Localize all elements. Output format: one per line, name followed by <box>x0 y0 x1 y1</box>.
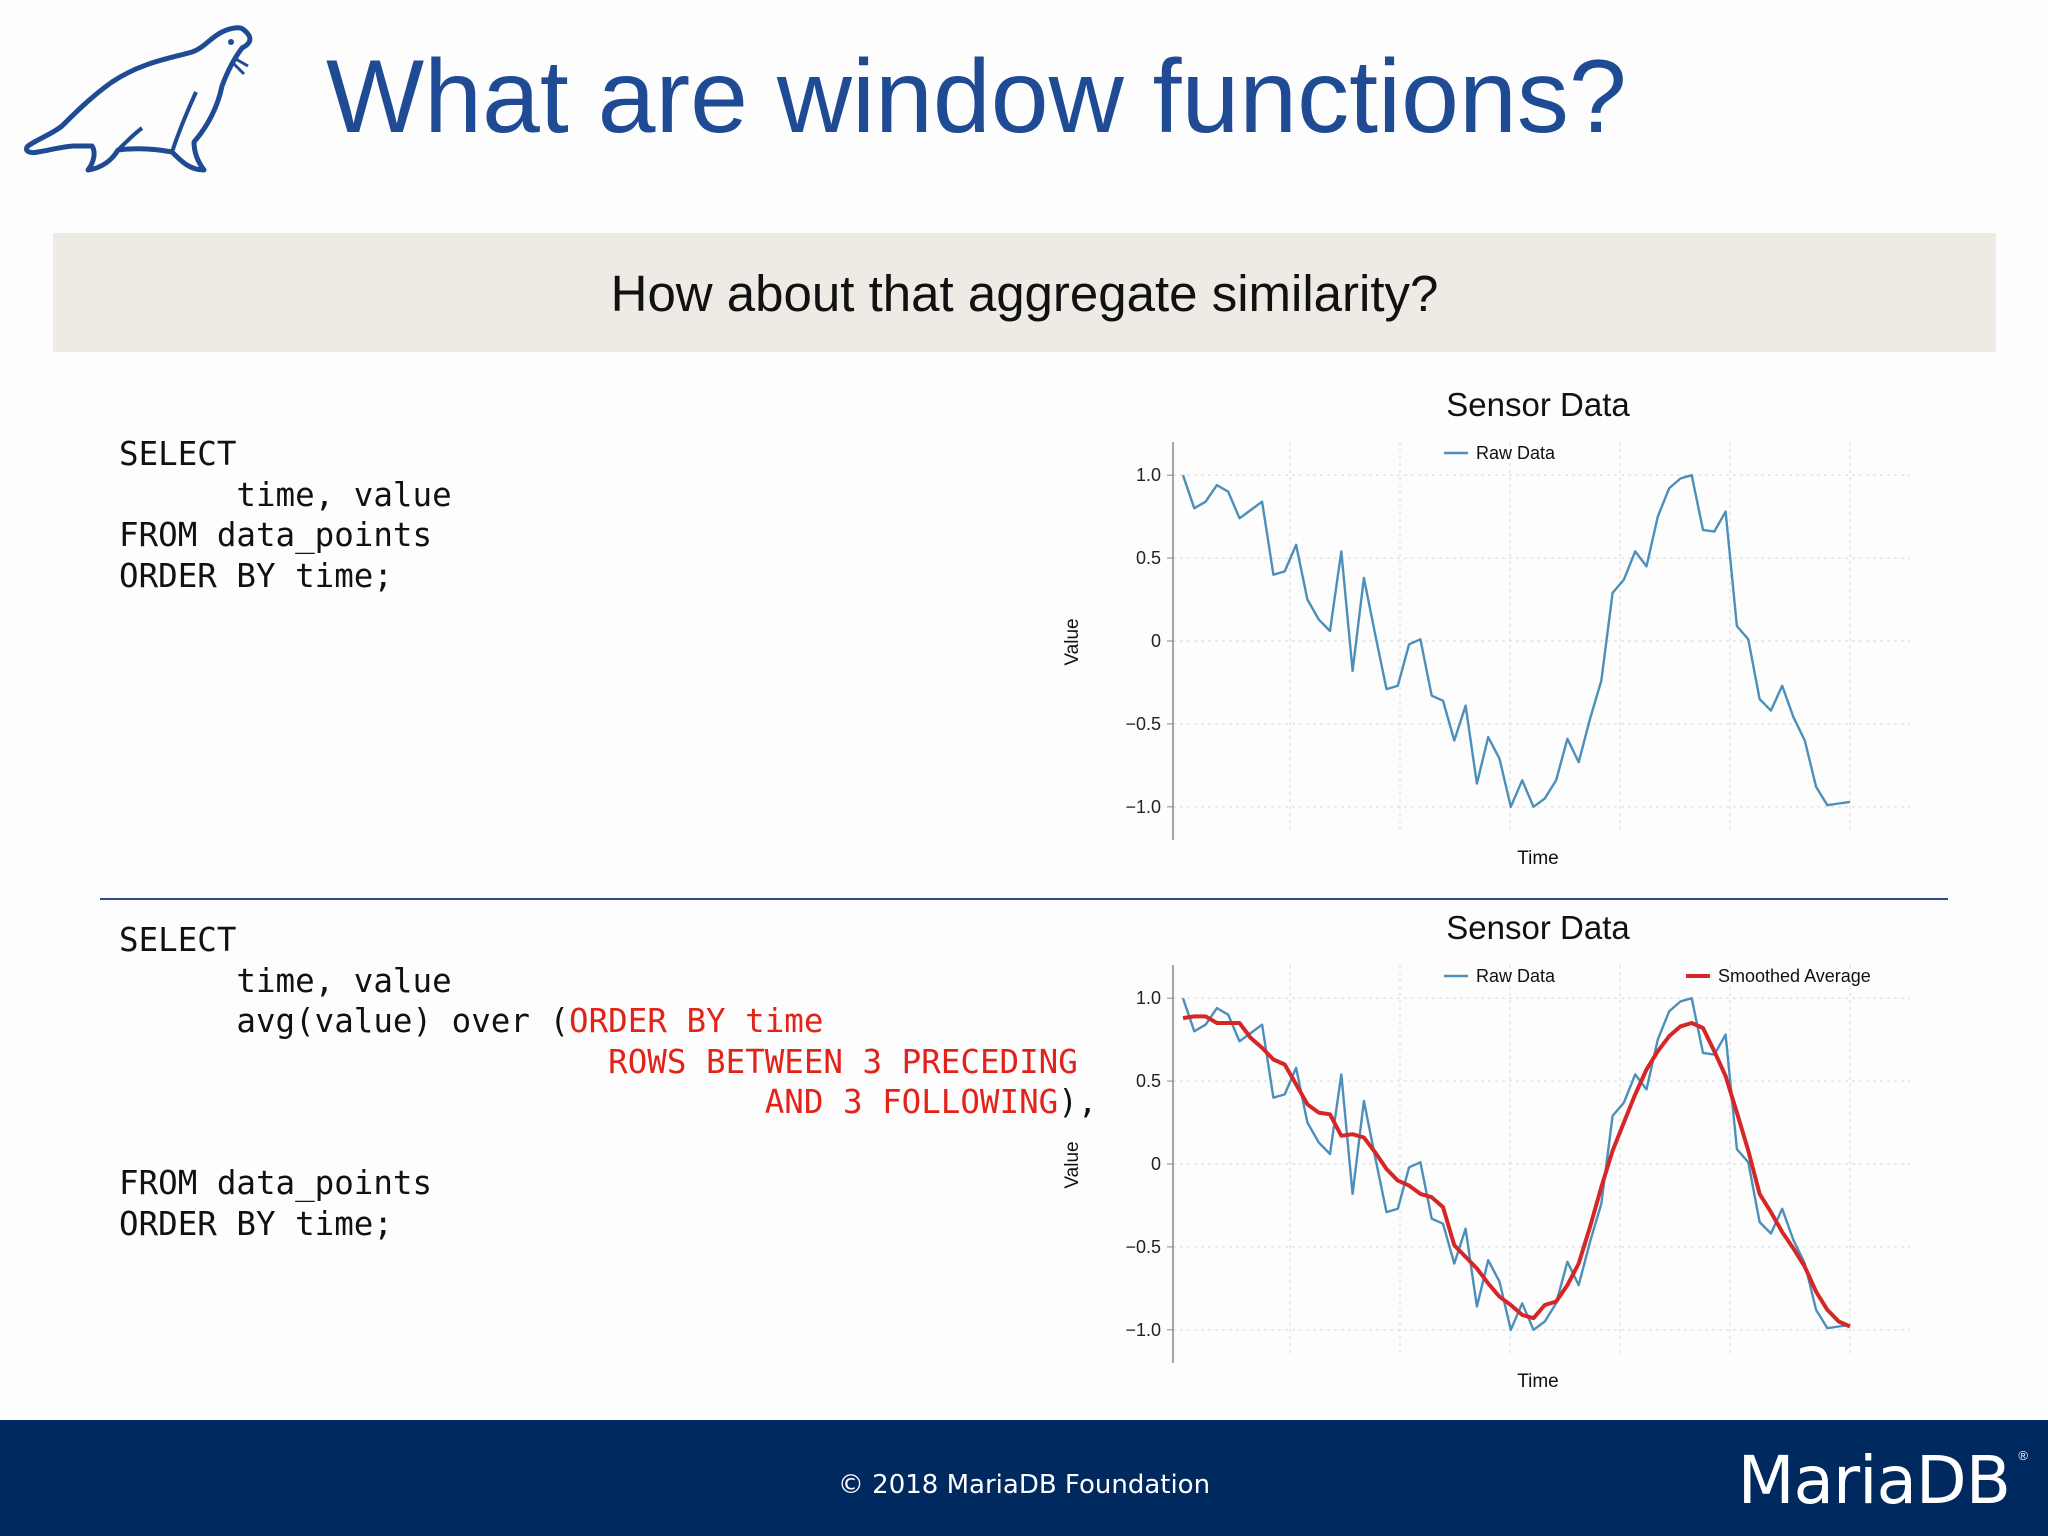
mariadb-brand-logo: MariaDB <box>1737 1442 2011 1519</box>
y-tick-label: 0 <box>1151 1154 1161 1174</box>
code-line: ORDER BY time; <box>119 556 393 595</box>
y-axis-label: Value <box>1062 618 1083 665</box>
code-keyword: ORDER BY time <box>569 1002 824 1040</box>
sensor-chart-smoothed: 1.0 0.5 0 −0.5 −1.0 Sensor Data Time Value Raw D… <box>1062 913 1910 1392</box>
registered-mark: ® <box>2018 1448 2028 1463</box>
page-title: What are window functions? <box>326 39 1627 155</box>
y-tick-label: 1.0 <box>1136 988 1161 1008</box>
code-line: time, value <box>119 961 452 1000</box>
code-line: time, value <box>119 475 452 514</box>
y-tick-label: −0.5 <box>1125 714 1161 734</box>
code-line: ), <box>1058 1083 1098 1121</box>
section-divider <box>100 898 1948 900</box>
y-tick-label: 1.0 <box>1136 465 1161 485</box>
y-tick-label: 0.5 <box>1136 548 1161 568</box>
code-line: ORDER BY time; <box>119 1204 393 1243</box>
footer-bar: © 2018 MariaDB Foundation MariaDB ® <box>0 1420 2048 1536</box>
code-line: SELECT <box>119 921 237 959</box>
y-tick-label: 0 <box>1151 631 1161 651</box>
legend-label: Smoothed Average <box>1718 966 1871 986</box>
subtitle-banner: How about that aggregate similarity? <box>53 233 1996 352</box>
y-tick-label: −1.0 <box>1125 1320 1161 1340</box>
smoothed-average-line <box>1182 1014 1851 1329</box>
code-line: SELECT <box>119 435 237 473</box>
code-line: avg(value) over ( <box>119 1002 570 1040</box>
y-axis-label: Value <box>1062 1141 1083 1188</box>
banner-text: How about that aggregate similarity? <box>610 265 1439 322</box>
y-tick-label: 0.5 <box>1136 1071 1161 1091</box>
sea-lion-logo-icon <box>22 22 262 182</box>
code-line: FROM data_points <box>119 516 433 554</box>
raw-data-line <box>1181 996 1851 1331</box>
chart-title: Sensor Data <box>1446 913 1630 946</box>
y-tick-label: −1.0 <box>1125 797 1161 817</box>
legend-label: Raw Data <box>1476 443 1556 463</box>
code-line: FROM data_points <box>119 1164 433 1202</box>
sensor-chart-raw: 1.0 0.5 0 −0.5 −1.0 Sensor Data Time Value Raw D… <box>1062 390 1910 869</box>
copyright-text: © 2018 MariaDB Foundation <box>837 1470 1211 1500</box>
code-keyword: AND 3 FOLLOWING <box>764 1083 1059 1121</box>
query-basic: SELECT time, value FROM data_points ORDE… <box>119 434 452 596</box>
legend-label: Raw Data <box>1476 966 1556 986</box>
chart-title: Sensor Data <box>1446 390 1630 423</box>
code-keyword: ROWS BETWEEN 3 PRECEDING <box>608 1042 1078 1081</box>
x-axis-label: Time <box>1517 848 1559 869</box>
x-axis-label: Time <box>1517 1371 1559 1392</box>
query-window: SELECT time, value avg(value) over (ORDE… <box>119 920 1097 1244</box>
raw-data-line <box>1181 473 1851 808</box>
y-tick-label: −0.5 <box>1125 1237 1161 1257</box>
